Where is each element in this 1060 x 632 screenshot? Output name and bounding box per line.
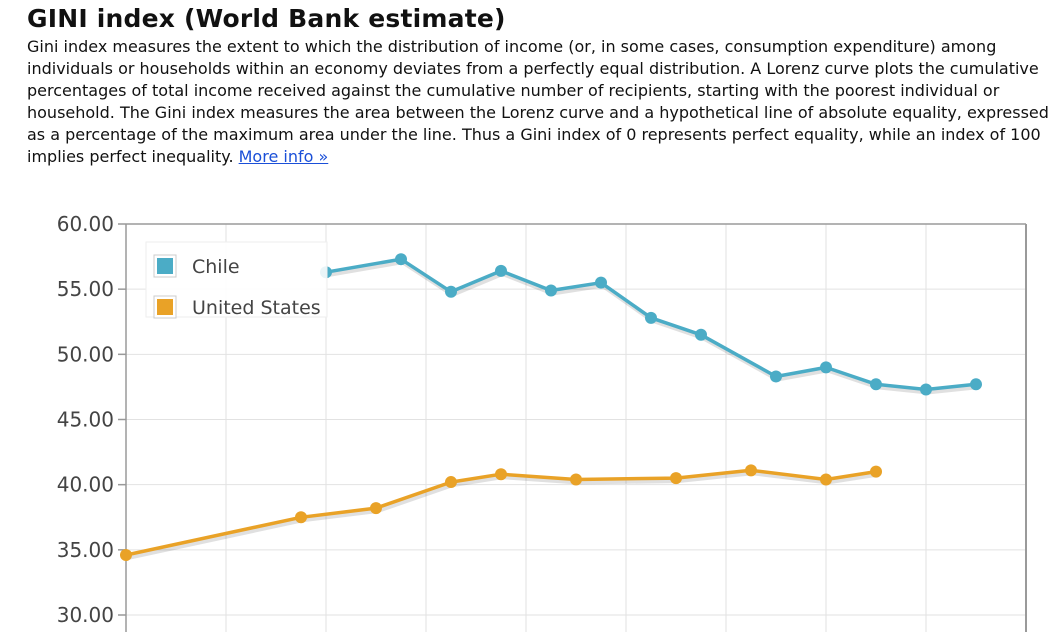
data-point-chile[interactable] [595, 276, 607, 289]
series-line-shadow [327, 259, 978, 395]
y-tick-label: 60.00 [57, 212, 114, 236]
indicator-description: Gini index measures the extent to which … [27, 36, 1057, 168]
y-tick-label: 40.00 [57, 473, 114, 497]
data-point-united-states[interactable] [370, 502, 382, 515]
series-layer [120, 253, 982, 562]
y-tick-label: 30.00 [57, 603, 114, 627]
legend-item-united-states[interactable]: United States [153, 295, 321, 319]
y-axis: 30.00 35.00 40.00 45.00 50.00 55.00 60.00 [57, 212, 126, 627]
data-point-united-states[interactable] [870, 465, 882, 478]
chart-grid [125, 223, 1027, 632]
y-tick-label: 55.00 [57, 277, 114, 301]
data-point-united-states[interactable] [820, 473, 832, 486]
series-line-chile [325, 257, 977, 392]
page-title: GINI index (World Bank estimate) [27, 4, 506, 33]
series-united-states [120, 464, 882, 562]
data-point-united-states[interactable] [745, 464, 757, 477]
gini-line-chart: 30.00 35.00 40.00 45.00 50.00 55.00 60.00 Chil… [57, 212, 1027, 632]
data-point-chile[interactable] [645, 311, 657, 324]
data-point-united-states[interactable] [120, 549, 132, 562]
data-point-chile[interactable] [970, 378, 982, 391]
data-point-chile[interactable] [870, 378, 882, 391]
data-point-united-states[interactable] [295, 511, 307, 524]
data-point-chile[interactable] [820, 361, 832, 374]
legend-label: Chile [192, 256, 240, 278]
chart-legend: Chile United States [145, 241, 328, 319]
data-point-united-states[interactable] [495, 468, 507, 481]
series-line-shadow [126, 470, 878, 560]
data-point-chile[interactable] [445, 285, 457, 298]
y-tick-label: 45.00 [57, 408, 114, 432]
legend-swatch [157, 299, 173, 315]
data-point-chile[interactable] [395, 253, 407, 266]
more-info-link[interactable]: More info » [238, 147, 329, 166]
description-text: Gini index measures the extent to which … [27, 37, 1049, 166]
data-point-united-states[interactable] [670, 472, 682, 485]
data-point-chile[interactable] [545, 284, 557, 297]
legend-item-chile[interactable]: Chile [153, 254, 240, 278]
series-chile [320, 253, 982, 396]
data-point-united-states[interactable] [445, 476, 457, 489]
page-header: GINI index (World Bank estimate) Gini in… [27, 4, 1057, 168]
data-point-chile[interactable] [495, 264, 507, 277]
legend-label: United States [192, 297, 321, 319]
data-point-chile[interactable] [695, 328, 707, 341]
y-tick-label: 35.00 [57, 538, 114, 562]
data-point-united-states[interactable] [570, 473, 582, 486]
y-tick-label: 50.00 [57, 342, 114, 366]
series-line-united-states [125, 468, 877, 557]
legend-swatch [157, 258, 173, 274]
data-point-chile[interactable] [920, 383, 932, 396]
data-point-chile[interactable] [770, 370, 782, 383]
